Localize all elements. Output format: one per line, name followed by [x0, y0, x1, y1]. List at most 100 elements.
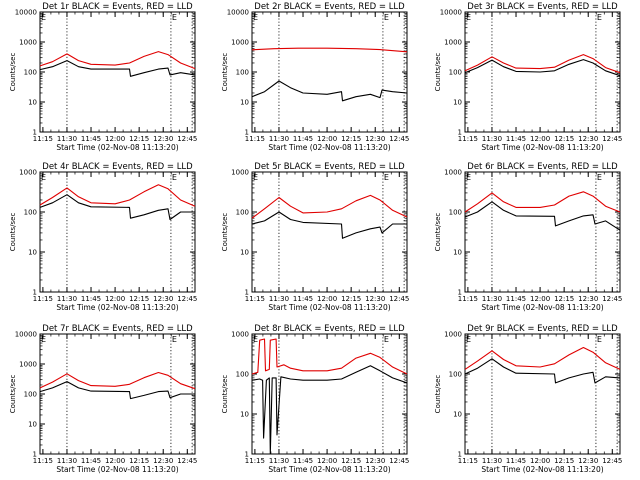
series-lld — [251, 194, 408, 219]
panel-title: Det 5r BLACK = Events, RED = LLD — [254, 162, 405, 172]
y-tick-label: 100 — [236, 209, 249, 217]
x-tick-label: 12:00 — [530, 295, 550, 303]
x-tick-label: 12:15 — [129, 295, 149, 303]
event-flag: E — [384, 173, 389, 182]
x-tick-label: 11:45 — [293, 135, 313, 143]
x-tick-label: 12:15 — [341, 295, 361, 303]
x-tick-label: 11:15 — [458, 295, 478, 303]
y-tick-label: 1 — [458, 289, 462, 297]
event-flag: E — [597, 335, 602, 344]
y-tick-label: 10 — [28, 99, 37, 107]
x-axis-label: Start Time (02-Nov-08 11:13:20) — [56, 465, 178, 474]
event-flag: E — [597, 13, 602, 22]
series-events — [251, 365, 408, 455]
y-axis-label: Counts/sec — [221, 53, 229, 92]
y-axis-label: Counts/sec — [434, 375, 442, 414]
x-tick-label: 11:15 — [33, 135, 53, 143]
x-tick-label: 12:00 — [105, 457, 125, 465]
x-tick-label: 11:15 — [458, 135, 478, 143]
plot-frame — [464, 171, 621, 293]
x-tick-label: 12:45 — [602, 295, 622, 303]
x-tick-label: 12:45 — [389, 295, 409, 303]
series-events — [464, 358, 621, 384]
x-tick-label: 11:30 — [482, 457, 502, 465]
series-lld — [251, 338, 408, 375]
y-tick-label: 1000 — [444, 39, 462, 47]
y-tick-label: 10 — [28, 249, 37, 257]
x-tick-label: 11:30 — [482, 295, 502, 303]
event-flag: E — [466, 335, 471, 344]
event-flag: E — [172, 173, 177, 182]
y-tick-label: 10 — [240, 99, 249, 107]
event-flag: E — [466, 173, 471, 182]
series-events — [464, 59, 621, 77]
y-axis-label: Counts/sec — [221, 213, 229, 252]
x-axis-label: Start Time (02-Nov-08 11:13:20) — [268, 465, 390, 474]
series-lld — [251, 47, 408, 53]
x-tick-label: 12:30 — [365, 457, 385, 465]
x-tick-label: 11:15 — [33, 295, 53, 303]
y-tick-label: 1 — [33, 451, 37, 459]
y-tick-label: 1 — [33, 129, 37, 137]
panel-title: Det 1r BLACK = Events, RED = LLD — [42, 2, 193, 12]
y-tick-label: 1000 — [231, 39, 249, 47]
x-tick-label: 12:45 — [177, 457, 197, 465]
y-tick-label: 1 — [245, 451, 249, 459]
x-tick-label: 12:00 — [105, 135, 125, 143]
series-lld — [39, 371, 196, 390]
y-axis-label: Counts/sec — [9, 53, 17, 92]
series-events — [39, 60, 196, 77]
x-tick-label: 11:45 — [506, 295, 526, 303]
y-tick-label: 100 — [236, 371, 249, 379]
x-tick-label: 12:15 — [341, 457, 361, 465]
panel-det-9: Det 9r BLACK = Events, RED = LLD 1 10 100 10… — [434, 324, 622, 474]
y-tick-label: 1000 — [231, 169, 249, 177]
y-tick-label: 10 — [453, 411, 462, 419]
x-tick-label: 11:30 — [269, 135, 289, 143]
series-events — [464, 201, 621, 231]
y-tick-label: 1 — [245, 289, 249, 297]
x-tick-label: 11:45 — [81, 135, 101, 143]
y-tick-label: 1000 — [444, 169, 462, 177]
plot-frame — [39, 171, 196, 293]
x-tick-label: 12:45 — [177, 135, 197, 143]
x-tick-label: 12:15 — [129, 135, 149, 143]
x-tick-label: 11:45 — [293, 457, 313, 465]
series-lld — [39, 51, 196, 70]
x-tick-label: 12:00 — [317, 135, 337, 143]
y-tick-label: 10000 — [440, 9, 462, 17]
x-axis-label: Start Time (02-Nov-08 11:13:20) — [481, 303, 603, 312]
plot-frame — [251, 171, 408, 293]
x-tick-label: 12:45 — [602, 135, 622, 143]
x-tick-label: 11:30 — [482, 135, 502, 143]
x-tick-label: 12:30 — [365, 295, 385, 303]
event-flag: E — [597, 173, 602, 182]
x-tick-label: 12:45 — [389, 135, 409, 143]
x-axis-label: Start Time (02-Nov-08 11:13:20) — [481, 143, 603, 152]
event-flag: E — [253, 335, 258, 344]
panel-det-6: Det 6r BLACK = Events, RED = LLD 1 10 100 10… — [434, 162, 622, 312]
x-tick-label: 11:15 — [245, 135, 265, 143]
y-tick-label: 100 — [24, 391, 37, 399]
x-tick-label: 11:30 — [269, 457, 289, 465]
x-tick-label: 12:00 — [530, 135, 550, 143]
panel-det-4: Det 4r BLACK = Events, RED = LLD 1 10 100 10… — [9, 162, 197, 312]
y-axis-label: Counts/sec — [434, 213, 442, 252]
y-tick-label: 10000 — [15, 331, 37, 339]
y-tick-label: 10 — [453, 99, 462, 107]
x-tick-label: 12:15 — [554, 295, 574, 303]
x-tick-label: 11:45 — [506, 135, 526, 143]
event-flag: E — [41, 335, 46, 344]
y-tick-label: 1 — [458, 129, 462, 137]
x-axis-label: Start Time (02-Nov-08 11:13:20) — [56, 303, 178, 312]
x-tick-label: 12:30 — [365, 135, 385, 143]
x-tick-label: 11:30 — [57, 135, 77, 143]
y-tick-label: 1000 — [19, 39, 37, 47]
series-lld — [39, 184, 196, 207]
x-tick-label: 12:45 — [389, 457, 409, 465]
y-tick-label: 1 — [245, 129, 249, 137]
x-axis-label: Start Time (02-Nov-08 11:13:20) — [268, 303, 390, 312]
x-tick-label: 11:15 — [245, 457, 265, 465]
x-tick-label: 12:00 — [530, 457, 550, 465]
